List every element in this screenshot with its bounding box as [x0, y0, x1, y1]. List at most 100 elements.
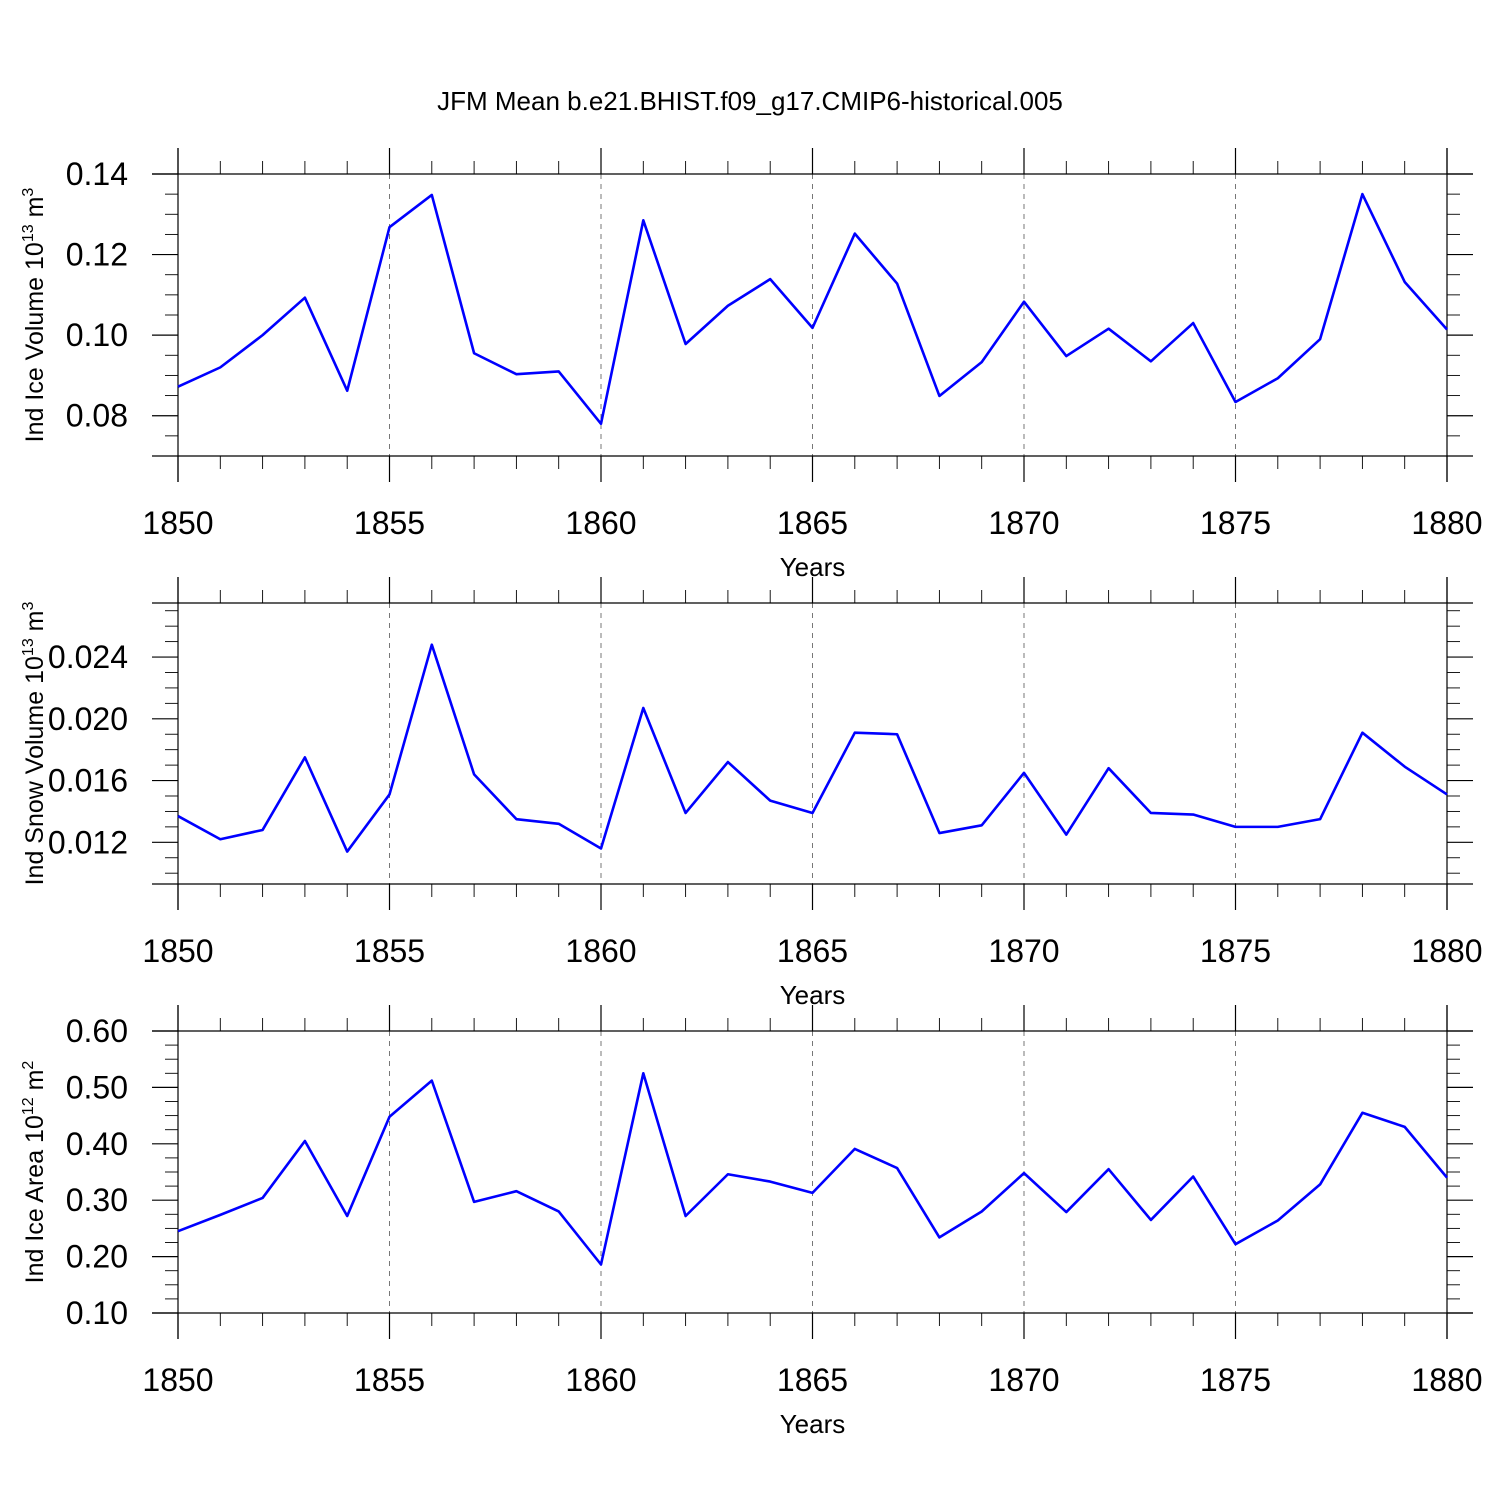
data-point — [1149, 1218, 1153, 1222]
data-point — [557, 822, 561, 826]
data-point — [1107, 1167, 1111, 1171]
y-axis-title: Ind Ice Area 1012 m2 — [20, 1061, 49, 1284]
y-axis-title-exponent: 13 — [20, 638, 37, 656]
data-point — [388, 225, 392, 229]
y-tick-label: 0.024 — [48, 639, 128, 675]
y-axis-title-text: Ind Ice Volume 10 — [21, 242, 49, 442]
y-tick-label: 0.30 — [66, 1182, 128, 1218]
y-tick-label: 0.40 — [66, 1126, 128, 1162]
data-point — [1403, 280, 1407, 284]
data-point — [557, 1209, 561, 1213]
data-point — [768, 799, 772, 803]
x-tick-label: 1865 — [777, 933, 848, 969]
data-point — [261, 828, 265, 832]
data-point — [853, 731, 857, 735]
data-point — [1445, 1176, 1449, 1180]
y-axis-title-text: Ind Snow Volume 10 — [21, 656, 49, 885]
x-tick-label: 1855 — [354, 933, 425, 969]
data-point — [599, 1262, 603, 1266]
data-point — [1276, 376, 1280, 380]
y-axis-title-unit-exponent: 3 — [20, 602, 37, 611]
data-point — [218, 1213, 222, 1217]
data-point — [684, 342, 688, 346]
data-point — [514, 817, 518, 821]
x-tick-label: 1860 — [565, 505, 636, 541]
data-point — [1022, 771, 1026, 775]
data-point — [1445, 792, 1449, 796]
data-point — [980, 823, 984, 827]
data-series-line — [177, 1072, 1448, 1266]
data-point — [176, 814, 180, 818]
data-point — [1022, 1171, 1026, 1175]
y-tick-label: 0.12 — [66, 237, 128, 273]
y-tick-label: 0.020 — [48, 701, 128, 737]
data-point — [1360, 731, 1364, 735]
data-point — [176, 1229, 180, 1233]
data-point — [1276, 825, 1280, 829]
data-point — [1107, 327, 1111, 331]
data-point — [1064, 1210, 1068, 1214]
x-tick-label: 1865 — [777, 505, 848, 541]
data-point — [345, 389, 349, 393]
data-point — [261, 333, 265, 337]
data-point — [853, 232, 857, 236]
chart-panel-2: 1850 1855 1860 1865 1870 1875 1880 0.012 0.016 0.… — [20, 577, 1483, 1010]
y-tick-label: 0.50 — [66, 1069, 128, 1105]
y-axis-title: Ind Snow Volume 1013 m3 — [20, 602, 49, 886]
data-point — [811, 1191, 815, 1195]
x-tick-label: 1880 — [1411, 1362, 1482, 1398]
data-point — [1403, 765, 1407, 769]
y-tick-label: 0.10 — [66, 317, 128, 353]
y-tick-label: 0.14 — [66, 156, 128, 192]
data-point — [430, 1079, 434, 1083]
data-point — [261, 1196, 265, 1200]
data-point — [1191, 813, 1195, 817]
y-axis-title-unit-exponent: 2 — [20, 1061, 37, 1070]
x-tick-label: 1870 — [988, 505, 1059, 541]
data-point — [599, 422, 603, 426]
data-point — [1234, 1242, 1238, 1246]
data-point — [557, 369, 561, 373]
data-point — [430, 193, 434, 197]
data-point — [937, 831, 941, 835]
data-point — [1107, 766, 1111, 770]
y-axis-title-unit-exponent: 3 — [20, 188, 37, 197]
data-point — [345, 850, 349, 854]
data-point — [430, 643, 434, 647]
y-axis-title-exponent: 12 — [20, 1097, 37, 1115]
chart-panel-3: 1850 1855 1860 1865 1870 1875 1880 0.10 0.20 0.30… — [20, 1005, 1483, 1439]
y-tick-label: 0.10 — [66, 1295, 128, 1331]
data-point — [514, 372, 518, 376]
data-point — [1191, 1175, 1195, 1179]
data-point — [472, 351, 476, 355]
data-point — [1276, 1219, 1280, 1223]
x-tick-label: 1875 — [1200, 505, 1271, 541]
x-tick-label: 1850 — [142, 933, 213, 969]
data-point — [684, 1214, 688, 1218]
data-point — [472, 772, 476, 776]
data-point — [641, 1071, 645, 1075]
data-point — [1360, 192, 1364, 196]
data-point — [937, 394, 941, 398]
y-axis-title: Ind Ice Volume 1013 m3 — [20, 188, 49, 443]
data-point — [303, 1139, 307, 1143]
data-point — [218, 365, 222, 369]
data-point — [514, 1189, 518, 1193]
data-point — [388, 792, 392, 796]
x-tick-label: 1850 — [142, 505, 213, 541]
data-point — [937, 1235, 941, 1239]
x-tick-label: 1865 — [777, 1362, 848, 1398]
data-point — [1318, 817, 1322, 821]
data-point — [218, 837, 222, 841]
data-point — [1064, 833, 1068, 837]
data-point — [980, 1209, 984, 1213]
y-tick-label: 0.20 — [66, 1239, 128, 1275]
data-point — [1149, 811, 1153, 815]
x-tick-label: 1855 — [354, 505, 425, 541]
data-point — [1022, 300, 1026, 304]
x-tick-label: 1880 — [1411, 505, 1482, 541]
data-point — [980, 360, 984, 364]
data-point — [768, 1180, 772, 1184]
x-tick-label: 1860 — [565, 933, 636, 969]
